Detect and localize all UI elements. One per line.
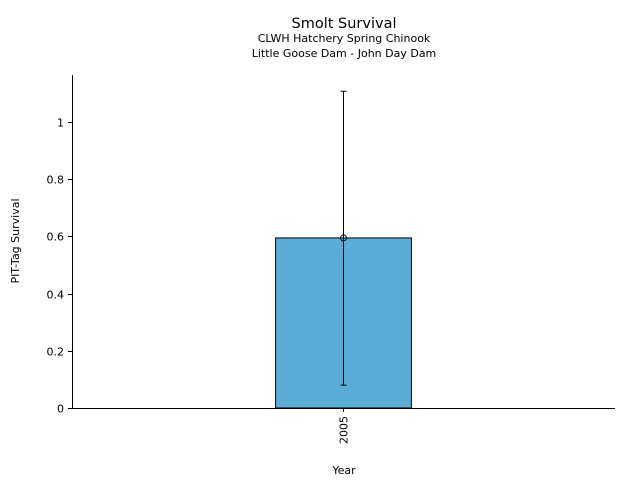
y-tick-label: 0.8 [47, 174, 65, 187]
x-tick-label: 2005 [338, 416, 351, 444]
y-tick-label: 0 [57, 403, 64, 416]
y-tick-label: 0.6 [47, 231, 65, 244]
chart-title: Smolt Survival [292, 16, 397, 32]
point-marker [340, 234, 347, 242]
x-axis-label: Year [331, 464, 356, 477]
y-tick-label: 0.4 [47, 289, 65, 302]
y-tick-label: 0.2 [47, 346, 65, 359]
chart-subtitle-1: CLWH Hatchery Spring Chinook [258, 32, 431, 45]
chart-subtitle-2: Little Goose Dam - John Day Dam [252, 47, 437, 60]
y-tick-label: 1 [57, 117, 64, 130]
y-axis-label: PIT-Tag Survival [9, 198, 22, 283]
